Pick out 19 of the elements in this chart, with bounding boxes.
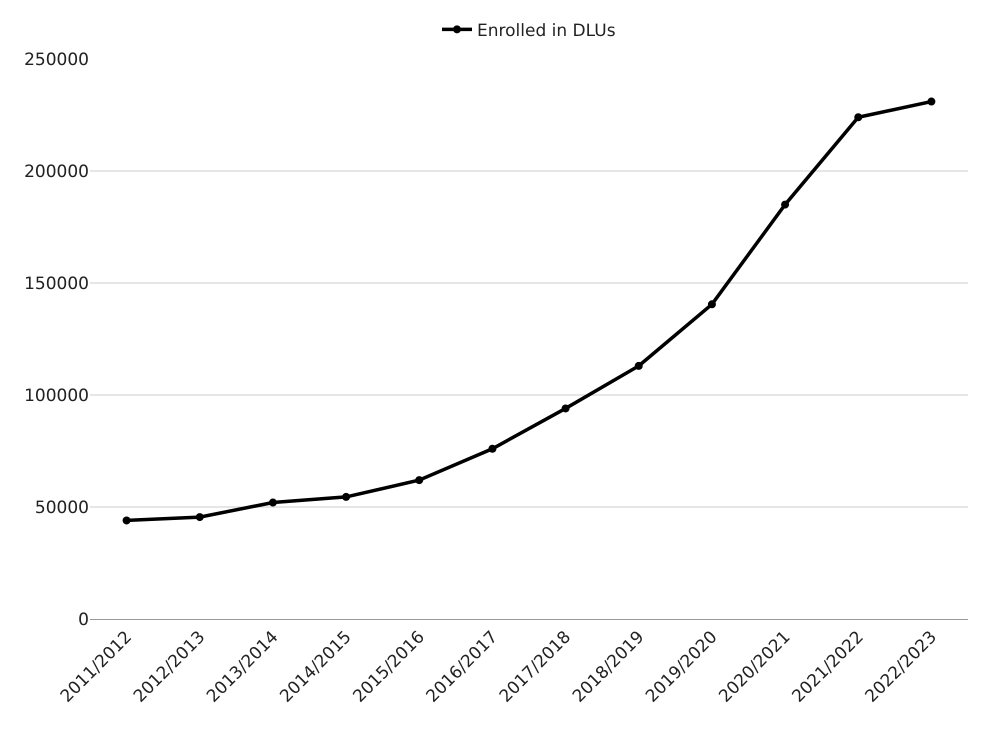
point bbox=[927, 98, 936, 106]
point bbox=[196, 513, 204, 522]
y-tick-label: 250000 bbox=[24, 50, 89, 70]
point bbox=[562, 404, 570, 412]
y-tick-label: 100000 bbox=[24, 386, 89, 406]
y-tick-label: 150000 bbox=[24, 274, 89, 294]
point bbox=[342, 492, 350, 501]
y-tick-label: 0 bbox=[78, 610, 89, 630]
point bbox=[634, 362, 643, 370]
point bbox=[268, 498, 277, 507]
y-tick-label: 50000 bbox=[34, 498, 89, 518]
point bbox=[122, 516, 131, 524]
point bbox=[708, 300, 716, 308]
point bbox=[488, 444, 496, 453]
point bbox=[781, 200, 790, 209]
point bbox=[415, 476, 424, 484]
point bbox=[854, 113, 862, 122]
legend-label: Enrolled in DLUs bbox=[477, 20, 616, 41]
y-tick-label: 200000 bbox=[24, 162, 89, 182]
